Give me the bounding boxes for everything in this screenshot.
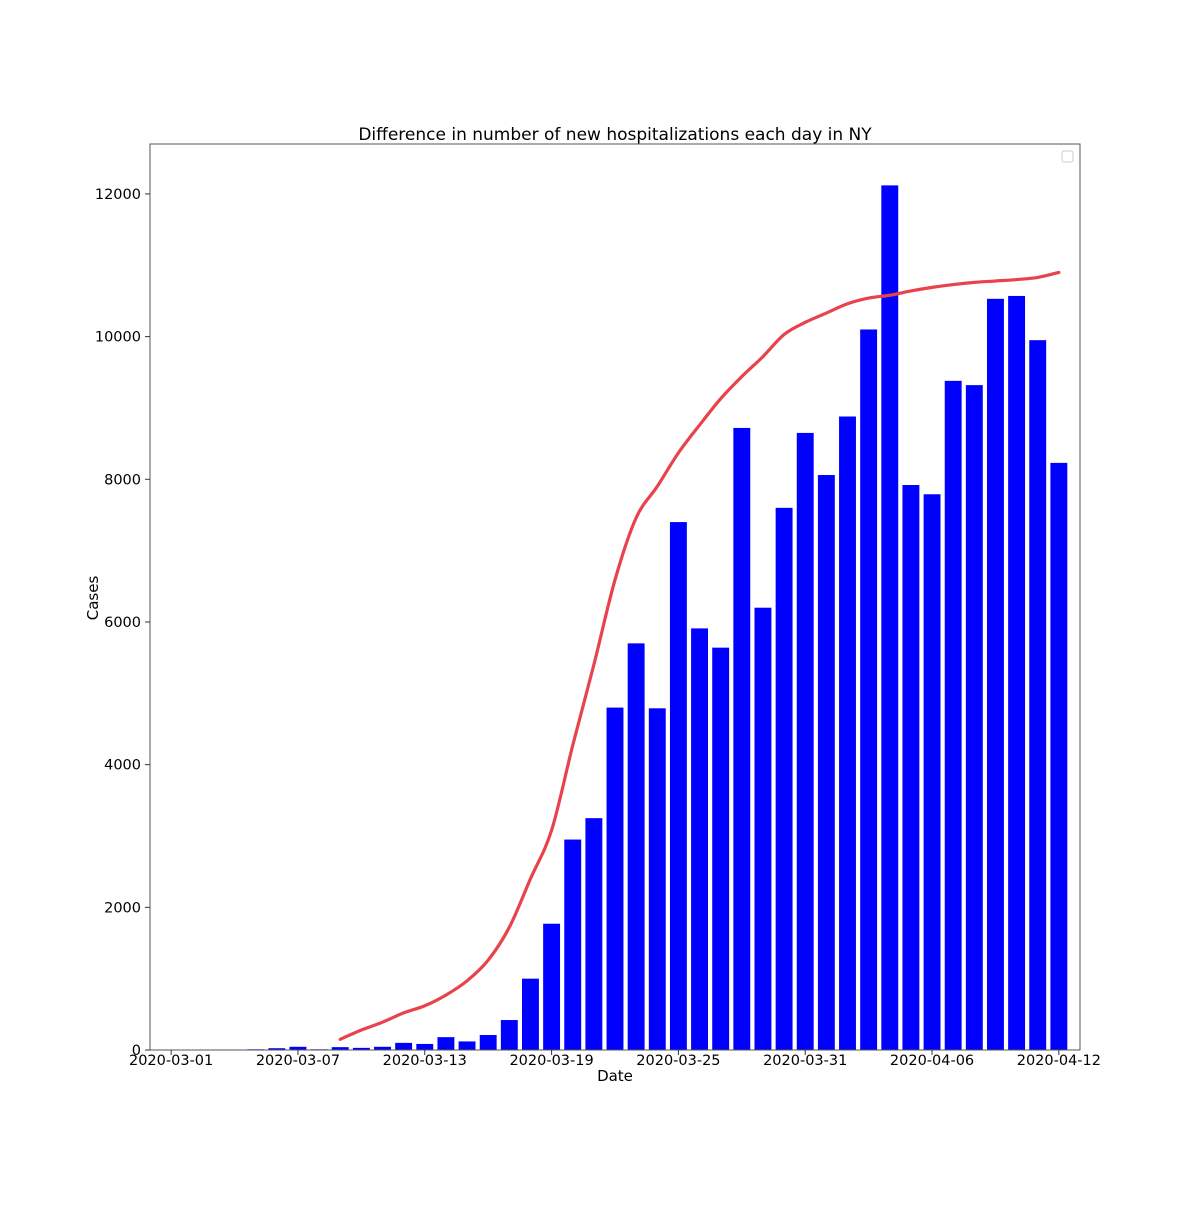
bar [796,432,814,1050]
bars-layer [226,185,1068,1051]
bar [944,380,962,1051]
bar [881,185,899,1050]
bar [585,818,603,1050]
x-tick-label: 2020-03-07 [256,1053,340,1069]
x-tick-label: 2020-03-01 [129,1053,213,1069]
bar [458,1041,476,1050]
bar [522,978,539,1050]
bar [648,708,666,1050]
bar [691,628,708,1050]
bar [627,643,645,1050]
x-tick-label: 2020-03-31 [763,1053,847,1069]
bar [733,427,751,1050]
bar [860,329,878,1051]
bar [268,1048,286,1050]
x-tick-label: 2020-04-12 [1017,1053,1101,1069]
axes-layer: 0 2000 4000 6000 8000 10000 12000 2020-03-01 202… [95,143,1101,1069]
x-tick-label: 2020-04-06 [890,1053,974,1069]
x-tick-label: 2020-03-19 [509,1053,593,1069]
bar [564,839,582,1050]
bar [1008,295,1026,1050]
bar [479,1035,497,1050]
bar [1029,340,1047,1050]
chart-title: Difference in number of new hospitalizat… [358,125,872,145]
bar [437,1037,455,1050]
bar [543,923,561,1050]
bar [817,475,835,1050]
bar [965,385,983,1050]
bar [669,522,687,1050]
bar [416,1043,434,1050]
bar [839,416,856,1050]
y-tick-label: 0 [132,1043,141,1059]
bar [395,1042,413,1050]
plot-frame [149,143,1081,1051]
bar [606,707,624,1050]
y-tick-label: 12000 [95,187,141,203]
legend-box [1061,150,1074,163]
bar [374,1046,391,1050]
x-axis-label: Date [597,1067,633,1085]
bar [331,1047,349,1050]
x-tick-label: 2020-03-13 [383,1053,467,1069]
bar [902,485,920,1050]
y-axis-label: Cases [84,576,102,621]
bar [923,494,941,1050]
y-tick-label: 6000 [104,615,141,631]
y-tick-label: 2000 [104,900,141,916]
y-tick-label: 4000 [104,758,141,774]
y-tick-label: 10000 [95,330,141,346]
bar [352,1047,370,1050]
trend-line [338,270,1061,1041]
bar [712,647,730,1050]
x-tick-label: 2020-03-25 [636,1053,720,1069]
bar [775,507,793,1051]
bar [289,1046,307,1050]
bar [500,1020,518,1050]
bar [1050,462,1068,1050]
line-layer [338,270,1061,1041]
bar [754,607,772,1050]
y-tick-label: 8000 [104,472,141,488]
bar [987,298,1004,1050]
